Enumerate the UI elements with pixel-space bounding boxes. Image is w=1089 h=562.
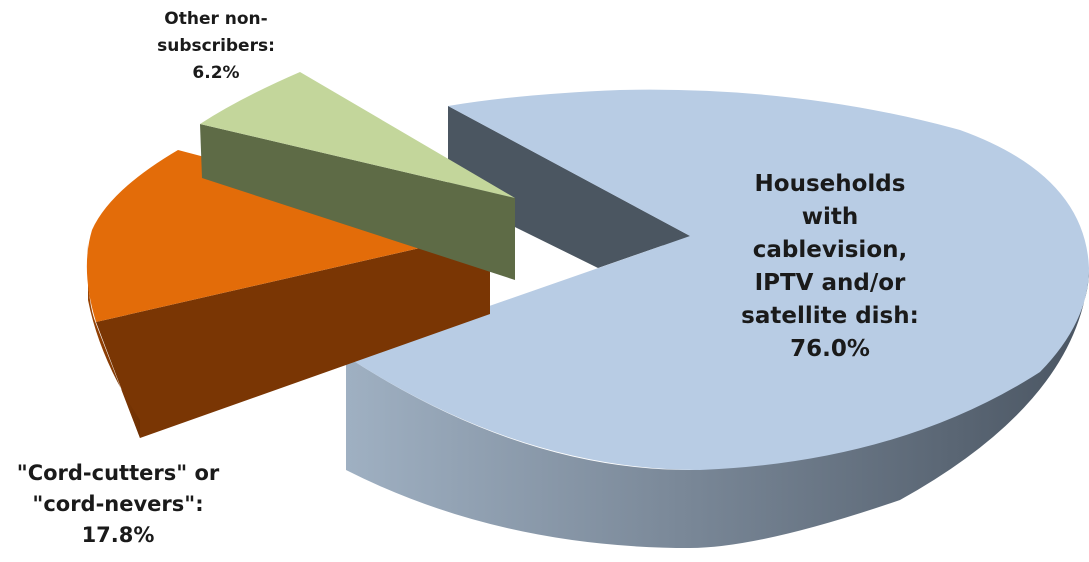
slice-label-households: Households with cablevision, IPTV and/or… [741,171,919,362]
slice-label-cord-cutters: "Cord-cutters" or "cord-nevers": 17.8% [16,461,220,547]
pie-slice-households [346,89,1089,548]
pie-slice-cord-cutters [86,150,490,438]
slice-label-other: Other non- subscribers: 6.2% [157,9,275,83]
pie-slice-other [200,72,515,280]
